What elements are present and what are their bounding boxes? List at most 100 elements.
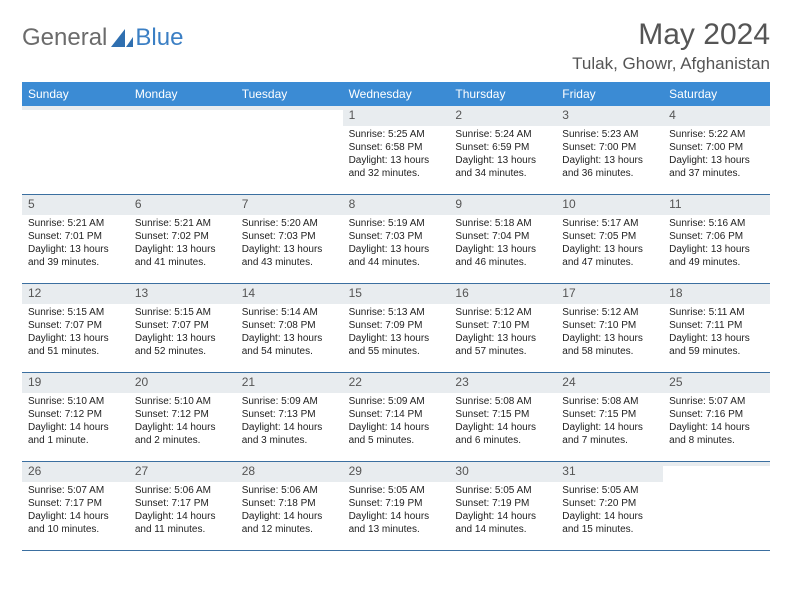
day-number: 24 — [556, 373, 663, 393]
daylight-text: and 46 minutes. — [455, 256, 550, 269]
sunrise-text: Sunrise: 5:23 AM — [562, 128, 657, 141]
day-body: Sunrise: 5:08 AMSunset: 7:15 PMDaylight:… — [449, 395, 556, 451]
sunset-text: Sunset: 7:04 PM — [455, 230, 550, 243]
sunrise-text: Sunrise: 5:14 AM — [242, 306, 337, 319]
day-body: Sunrise: 5:16 AMSunset: 7:06 PMDaylight:… — [663, 217, 770, 273]
day-cell: 27Sunrise: 5:06 AMSunset: 7:17 PMDayligh… — [129, 462, 236, 550]
sunrise-text: Sunrise: 5:18 AM — [455, 217, 550, 230]
sunset-text: Sunset: 7:00 PM — [669, 141, 764, 154]
day-number: 25 — [663, 373, 770, 393]
daylight-text: Daylight: 13 hours — [455, 332, 550, 345]
day-cell: 8Sunrise: 5:19 AMSunset: 7:03 PMDaylight… — [343, 195, 450, 283]
daylight-text: Daylight: 13 hours — [562, 332, 657, 345]
day-cell — [129, 106, 236, 194]
sunset-text: Sunset: 7:07 PM — [135, 319, 230, 332]
daylight-text: Daylight: 14 hours — [562, 421, 657, 434]
day-number: 5 — [22, 195, 129, 215]
dow-cell: Saturday — [663, 82, 770, 106]
day-cell: 11Sunrise: 5:16 AMSunset: 7:06 PMDayligh… — [663, 195, 770, 283]
sunset-text: Sunset: 7:03 PM — [349, 230, 444, 243]
day-body: Sunrise: 5:25 AMSunset: 6:58 PMDaylight:… — [343, 128, 450, 184]
day-cell: 3Sunrise: 5:23 AMSunset: 7:00 PMDaylight… — [556, 106, 663, 194]
sunrise-text: Sunrise: 5:08 AM — [455, 395, 550, 408]
day-number: 7 — [236, 195, 343, 215]
day-number: 20 — [129, 373, 236, 393]
logo-sail-icon — [111, 29, 133, 47]
day-number: 28 — [236, 462, 343, 482]
weeks-container: 1Sunrise: 5:25 AMSunset: 6:58 PMDaylight… — [22, 106, 770, 551]
day-number: 10 — [556, 195, 663, 215]
day-cell — [236, 106, 343, 194]
daylight-text: and 15 minutes. — [562, 523, 657, 536]
daylight-text: and 51 minutes. — [28, 345, 123, 358]
week-row: 26Sunrise: 5:07 AMSunset: 7:17 PMDayligh… — [22, 462, 770, 551]
sunset-text: Sunset: 7:12 PM — [135, 408, 230, 421]
day-cell — [22, 106, 129, 194]
day-number: 11 — [663, 195, 770, 215]
day-cell: 19Sunrise: 5:10 AMSunset: 7:12 PMDayligh… — [22, 373, 129, 461]
day-body: Sunrise: 5:10 AMSunset: 7:12 PMDaylight:… — [129, 395, 236, 451]
day-body: Sunrise: 5:17 AMSunset: 7:05 PMDaylight:… — [556, 217, 663, 273]
day-number — [236, 106, 343, 110]
daylight-text: and 10 minutes. — [28, 523, 123, 536]
daylight-text: Daylight: 13 hours — [669, 154, 764, 167]
sunrise-text: Sunrise: 5:20 AM — [242, 217, 337, 230]
daylight-text: and 41 minutes. — [135, 256, 230, 269]
day-cell: 28 Sunrise: 5:06 AMSunset: 7:18 PMDayligh… — [236, 462, 343, 550]
sunrise-text: Sunrise: 5:06 AM — [242, 484, 337, 497]
daylight-text: Daylight: 14 hours — [135, 510, 230, 523]
daylight-text: and 39 minutes. — [28, 256, 123, 269]
day-body: Sunrise: 5:18 AMSunset: 7:04 PMDaylight:… — [449, 217, 556, 273]
sunset-text: Sunset: 7:03 PM — [242, 230, 337, 243]
daylight-text: Daylight: 14 hours — [242, 421, 337, 434]
daylight-text: Daylight: 13 hours — [349, 243, 444, 256]
dow-cell: Friday — [556, 82, 663, 106]
daylight-text: Daylight: 14 hours — [349, 421, 444, 434]
day-body — [663, 468, 770, 472]
sunrise-text: Sunrise: 5:09 AM — [349, 395, 444, 408]
daylight-text: Daylight: 13 hours — [562, 154, 657, 167]
daylight-text: and 34 minutes. — [455, 167, 550, 180]
daylight-text: and 5 minutes. — [349, 434, 444, 447]
daylight-text: Daylight: 13 hours — [562, 243, 657, 256]
sunset-text: Sunset: 7:12 PM — [28, 408, 123, 421]
day-body: Sunrise: 5:23 AMSunset: 7:00 PMDaylight:… — [556, 128, 663, 184]
daylight-text: Daylight: 14 hours — [455, 421, 550, 434]
sunrise-text: Sunrise: 5:05 AM — [349, 484, 444, 497]
week-row: 5Sunrise: 5:21 AMSunset: 7:01 PMDaylight… — [22, 195, 770, 284]
sunset-text: Sunset: 7:18 PM — [242, 497, 337, 510]
day-cell: 16Sunrise: 5:12 AMSunset: 7:10 PMDayligh… — [449, 284, 556, 372]
sunrise-text: Sunrise: 5:19 AM — [349, 217, 444, 230]
page-title: May 2024 — [572, 18, 770, 52]
sunrise-text: Sunrise: 5:12 AM — [455, 306, 550, 319]
day-cell: 15Sunrise: 5:13 AMSunset: 7:09 PMDayligh… — [343, 284, 450, 372]
day-number — [22, 106, 129, 110]
daylight-text: and 49 minutes. — [669, 256, 764, 269]
day-body: Sunrise: 5:05 AMSunset: 7:20 PMDaylight:… — [556, 484, 663, 540]
daylight-text: Daylight: 13 hours — [28, 332, 123, 345]
day-number: 23 — [449, 373, 556, 393]
day-cell: 9Sunrise: 5:18 AMSunset: 7:04 PMDaylight… — [449, 195, 556, 283]
day-body: Sunrise: 5:24 AMSunset: 6:59 PMDaylight:… — [449, 128, 556, 184]
daylight-text: Daylight: 14 hours — [669, 421, 764, 434]
sunset-text: Sunset: 7:05 PM — [562, 230, 657, 243]
daylight-text: Daylight: 14 hours — [28, 421, 123, 434]
day-number: 3 — [556, 106, 663, 126]
dow-cell: Thursday — [449, 82, 556, 106]
daylight-text: and 1 minute. — [28, 434, 123, 447]
day-cell: 18Sunrise: 5:11 AMSunset: 7:11 PMDayligh… — [663, 284, 770, 372]
day-body: Sunrise: 5:14 AMSunset: 7:08 PMDaylight:… — [236, 306, 343, 362]
daylight-text: Daylight: 13 hours — [242, 243, 337, 256]
day-cell: 6Sunrise: 5:21 AMSunset: 7:02 PMDaylight… — [129, 195, 236, 283]
sunset-text: Sunset: 7:19 PM — [349, 497, 444, 510]
day-body: Sunrise: 5:12 AMSunset: 7:10 PMDaylight:… — [449, 306, 556, 362]
sunset-text: Sunset: 7:02 PM — [135, 230, 230, 243]
day-cell: 17Sunrise: 5:12 AMSunset: 7:10 PMDayligh… — [556, 284, 663, 372]
daylight-text: Daylight: 13 hours — [349, 332, 444, 345]
daylight-text: Daylight: 14 hours — [242, 510, 337, 523]
day-number: 30 — [449, 462, 556, 482]
day-number: 26 — [22, 462, 129, 482]
day-number: 17 — [556, 284, 663, 304]
sunset-text: Sunset: 7:00 PM — [562, 141, 657, 154]
day-number: 2 — [449, 106, 556, 126]
